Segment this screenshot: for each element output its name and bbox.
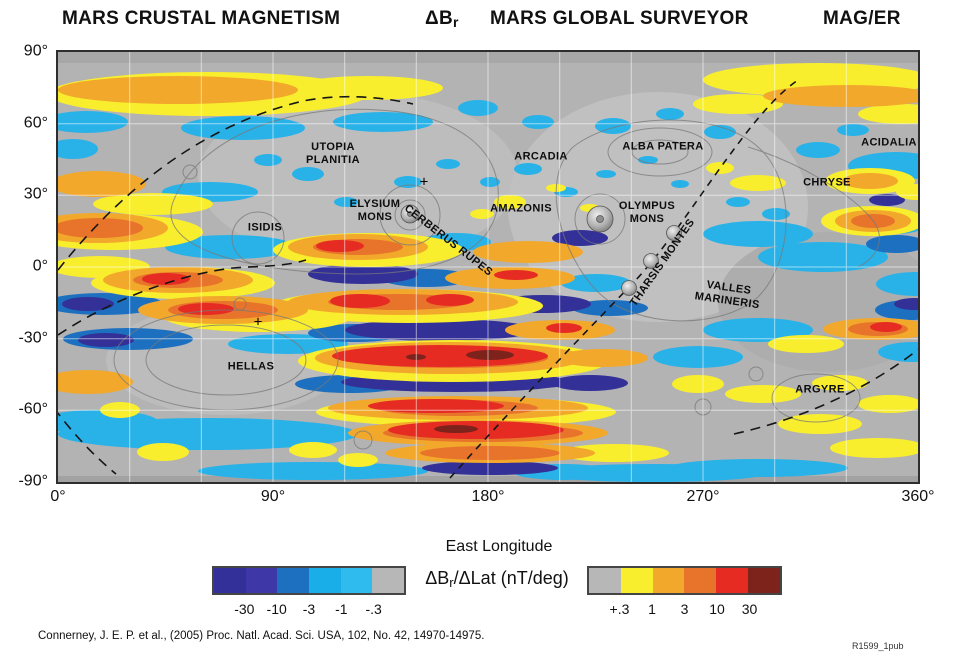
- longitude-axis: 0° 90° 180° 270° 360°: [50, 488, 934, 508]
- legend-quantity-units: /ΔLat (nT/deg): [453, 568, 569, 588]
- figure-title-left: MARS CRUSTAL MAGNETISM: [62, 8, 341, 29]
- lat-tick--90: -90°: [18, 472, 48, 490]
- legend-positive-ticks: +.3 1 3 10 30: [587, 601, 782, 619]
- plus-marker-0: +: [419, 173, 429, 191]
- map-label-overlay: UTOPIA PLANITIA ARCADIA ALBA PATERA ACIDALI…: [58, 52, 918, 482]
- legend-quantity-subscript: r: [449, 575, 454, 590]
- feature-label-alba-patera: ALBA PATERA: [622, 140, 704, 153]
- feature-label-chryse: CHRYSE: [803, 176, 851, 189]
- pos-tick-10: 10: [709, 601, 725, 617]
- mars-map-canvas: [58, 52, 918, 482]
- feature-label-valles-marineris: VALLES MARINERIS: [693, 278, 761, 312]
- feature-label-cerberus-rupes: CERBERUS RUPES: [402, 202, 495, 279]
- citation-text: Connerney, J. E. P. et al., (2005) Proc.…: [38, 630, 485, 642]
- latitude-axis: 90° 60° 30° 0° -30° -60° -90°: [0, 43, 48, 490]
- legend-label: ΔBr/ΔLat (nT/deg): [425, 568, 568, 590]
- neg-tick--1: -1: [335, 601, 348, 617]
- feature-label-utopia-planitia: UTOPIA PLANITIA: [306, 140, 360, 166]
- pos-tick-+.3: +.3: [609, 601, 630, 617]
- neg-segment-5: [372, 568, 405, 593]
- feature-label-hellas: HELLAS: [227, 360, 275, 373]
- figure-id: R1599_1pub: [852, 641, 904, 651]
- delta-br-symbol: ΔB: [425, 8, 453, 29]
- magnetism-blobs-dark-red: [406, 350, 514, 433]
- feature-label-acidalia: ACIDALIA: [861, 136, 917, 149]
- delta-br-subscript: r: [452, 14, 459, 30]
- pos-segment-1: [620, 568, 653, 593]
- feature-label-isidis: ISIDIS: [247, 221, 283, 234]
- pos-segment-5: [748, 568, 780, 593]
- pos-segment-0: [589, 568, 621, 593]
- feature-label-arcadia: ARCADIA: [514, 150, 568, 163]
- legend-quantity: ΔB: [425, 568, 450, 588]
- feature-label-tharsis-montes: THARSIS MONTES: [627, 216, 698, 309]
- lon-tick-0: 0°: [50, 488, 66, 505]
- legend-negative-colorbar: [212, 566, 406, 595]
- feature-label-argyre: ARGYRE: [795, 383, 845, 396]
- figure-title-quantity: ΔBr: [425, 8, 459, 30]
- neg-tick--30: -30: [234, 601, 255, 617]
- map-frame: UTOPIA PLANITIA ARCADIA ALBA PATERA ACIDALI…: [56, 50, 920, 484]
- lat-tick-90: 90°: [23, 42, 48, 60]
- ascraeus-mons-glyph: [666, 225, 682, 241]
- pos-segment-2: [652, 568, 685, 593]
- neg-tick--.3: -.3: [365, 601, 382, 617]
- pos-tick-3: 3: [680, 601, 689, 617]
- lat-tick-0: 0°: [32, 257, 48, 275]
- x-axis-label: East Longitude: [445, 538, 553, 555]
- lon-tick-180: 180°: [471, 488, 505, 505]
- pos-tick-1: 1: [648, 601, 656, 617]
- legend-positive-colorbar: [587, 566, 782, 595]
- pos-segment-3: [684, 568, 717, 593]
- pos-segment-4: [716, 568, 749, 593]
- lat-tick-30: 30°: [23, 185, 48, 203]
- neg-tick--10: -10: [266, 601, 287, 617]
- lon-tick-360: 360°: [901, 488, 935, 505]
- topography-contours: [113, 108, 880, 450]
- feature-label-olympus-mons: OLYMPUS MONS: [618, 199, 676, 225]
- neg-segment-2: [277, 568, 310, 593]
- arsia-mons-glyph: [621, 280, 637, 296]
- figure-title-right: MAG/ER: [823, 8, 901, 29]
- lat-tick--60: -60°: [18, 400, 48, 418]
- volcano-glyphs: [400, 204, 682, 296]
- dashed-trace-lines: [58, 79, 918, 479]
- pavonis-mons-glyph: [643, 253, 659, 269]
- plus-marker-1: +: [253, 313, 263, 331]
- neg-segment-0: [214, 568, 246, 593]
- pos-tick-30: 30: [741, 601, 758, 617]
- map-grid: [58, 52, 918, 482]
- figure-title-center: MARS GLOBAL SURVEYOR: [490, 8, 749, 29]
- lat-tick--30: -30°: [18, 329, 48, 347]
- lat-tick-60: 60°: [23, 114, 48, 132]
- lon-tick-270: 270°: [686, 488, 720, 505]
- feature-label-elysium-mons: ELYSIUM MONS: [349, 197, 401, 223]
- legend-negative-ticks: -30 -10 -3 -1 -.3: [212, 601, 406, 619]
- feature-label-amazonis: AMAZONIS: [490, 202, 552, 215]
- neg-segment-3: [309, 568, 341, 593]
- neg-segment-4: [340, 568, 373, 593]
- lon-tick-90: 90°: [260, 488, 286, 505]
- neg-tick--3: -3: [302, 601, 316, 617]
- neg-segment-1: [245, 568, 278, 593]
